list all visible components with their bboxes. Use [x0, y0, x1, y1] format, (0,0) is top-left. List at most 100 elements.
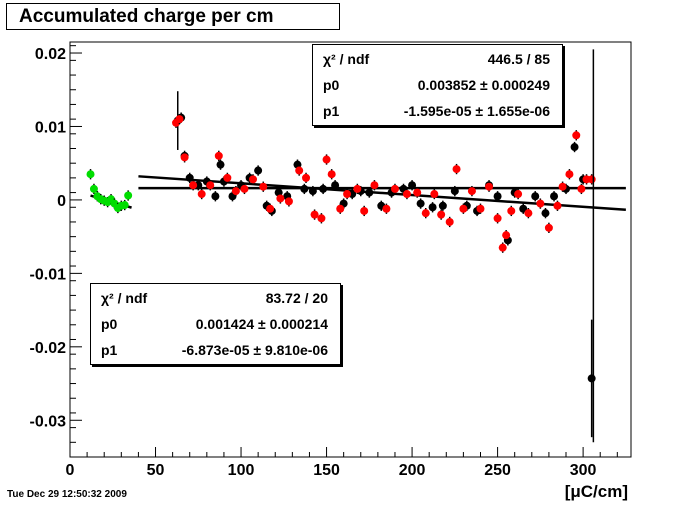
chi2-label: χ² / ndf	[323, 51, 370, 67]
data-point	[572, 131, 581, 140]
chi2-row: χ² / ndf 446.5 / 85	[323, 46, 550, 72]
data-point	[430, 190, 439, 199]
data-point	[485, 182, 494, 191]
chart-title: Accumulated charge per cm	[6, 3, 340, 30]
data-point	[223, 173, 232, 182]
timestamp: Tue Dec 29 12:50:32 2009	[7, 489, 127, 500]
data-point	[353, 184, 362, 193]
data-point	[587, 175, 596, 184]
chi2-value: 446.5 / 85	[487, 51, 550, 67]
data-point	[120, 201, 129, 210]
data-points	[86, 49, 596, 443]
data-point	[370, 181, 379, 190]
data-point	[319, 184, 328, 193]
y-tick-label: -0.03	[30, 413, 67, 430]
data-point	[493, 214, 502, 223]
data-point	[322, 155, 331, 164]
x-tick-label: 250	[484, 462, 511, 479]
p0-row: p0 0.001424 ± 0.000214	[101, 311, 328, 337]
data-point	[553, 201, 562, 210]
data-point	[276, 194, 285, 203]
x-tick-label: 0	[66, 462, 75, 479]
data-point	[231, 187, 240, 196]
x-tick-label: 200	[399, 462, 426, 479]
data-point	[498, 243, 507, 252]
data-point	[343, 190, 352, 199]
p0-value: 0.001424 ± 0.000214	[195, 316, 328, 332]
p1-row: p1 -1.595e-05 ± 1.655e-06	[323, 98, 550, 124]
data-point	[570, 143, 579, 152]
data-point	[211, 192, 220, 201]
data-point	[514, 190, 523, 199]
data-point	[402, 190, 411, 199]
data-point	[295, 166, 304, 175]
data-point	[216, 160, 225, 169]
p1-row: p1 -6.873e-05 ± 9.810e-06	[101, 337, 328, 363]
data-point	[438, 201, 447, 210]
data-point	[459, 204, 468, 213]
data-point	[206, 181, 215, 190]
data-point	[531, 192, 540, 201]
data-point	[331, 181, 340, 190]
data-point	[421, 209, 430, 218]
data-point	[476, 204, 485, 213]
data-point	[266, 204, 275, 213]
x-tick-label: 150	[313, 462, 340, 479]
y-tick-label: 0	[57, 193, 66, 210]
data-point	[336, 204, 345, 213]
data-point	[300, 184, 309, 193]
data-point	[452, 165, 461, 174]
chi2-row: χ² / ndf 83.72 / 20	[101, 285, 328, 311]
plot-frame	[69, 41, 632, 458]
p0-row: p0 0.003852 ± 0.000249	[323, 72, 550, 98]
x-tick-label: 300	[570, 462, 597, 479]
data-point	[214, 151, 223, 160]
data-point	[240, 184, 249, 193]
data-point	[365, 188, 374, 197]
p1-value: -1.595e-05 ± 1.655e-06	[403, 103, 550, 119]
chi2-value: 83.72 / 20	[265, 290, 328, 306]
data-point	[308, 187, 317, 196]
data-point	[558, 182, 567, 191]
chi2-label: χ² / ndf	[101, 290, 148, 306]
data-point	[413, 188, 422, 197]
data-point	[524, 209, 533, 218]
data-point	[416, 199, 425, 208]
data-point	[89, 184, 98, 193]
data-point	[360, 206, 369, 215]
data-point	[86, 170, 95, 179]
data-point	[536, 199, 545, 208]
data-point	[437, 210, 446, 219]
data-point	[502, 231, 511, 240]
p1-label: p1	[323, 103, 340, 119]
data-point	[587, 374, 596, 383]
data-point	[544, 223, 553, 232]
data-point	[124, 191, 133, 200]
x-axis: 0 50 100 150 200 250 300	[66, 447, 618, 479]
x-tick-label: 50	[147, 462, 165, 479]
data-point	[445, 217, 454, 226]
y-axis: -0.03 -0.02 -0.01 0 0.01 0.02	[30, 45, 82, 458]
data-point	[467, 187, 476, 196]
data-point	[450, 187, 459, 196]
data-point	[180, 153, 189, 162]
data-point	[390, 184, 399, 193]
fit-stats-box-lower: χ² / ndf 83.72 / 20 p0 0.001424 ± 0.0002…	[90, 283, 341, 365]
y-tick-label: -0.02	[30, 340, 67, 357]
data-point	[565, 170, 574, 179]
p0-value: 0.003852 ± 0.000249	[417, 77, 550, 93]
p0-label: p0	[101, 316, 118, 332]
data-point	[175, 115, 184, 124]
data-point	[254, 166, 263, 175]
data-point	[327, 170, 336, 179]
data-point	[577, 184, 586, 193]
data-point	[259, 182, 268, 191]
x-axis-label: [μC/cm]	[564, 482, 628, 501]
data-point	[550, 192, 559, 201]
data-point	[317, 214, 326, 223]
data-point	[197, 190, 206, 199]
data-point	[189, 181, 198, 190]
fit-line	[138, 175, 626, 211]
y-tick-label: 0.02	[35, 46, 66, 63]
